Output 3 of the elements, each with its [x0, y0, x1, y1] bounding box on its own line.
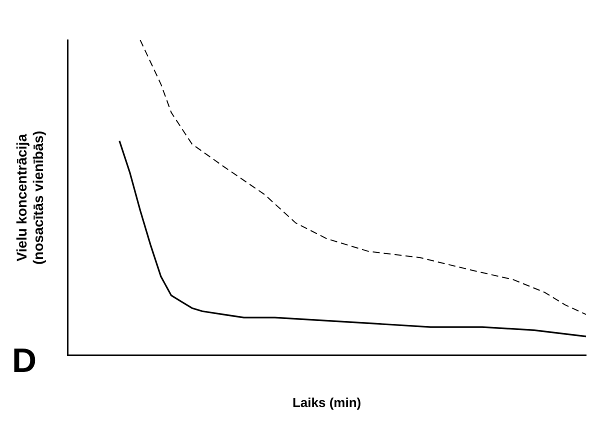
- x-axis-title: Laiks (min): [292, 394, 362, 410]
- y-axis-title: Vielu koncentrācija (nosacītās vienībās): [13, 130, 46, 265]
- text: D: [12, 342, 37, 381]
